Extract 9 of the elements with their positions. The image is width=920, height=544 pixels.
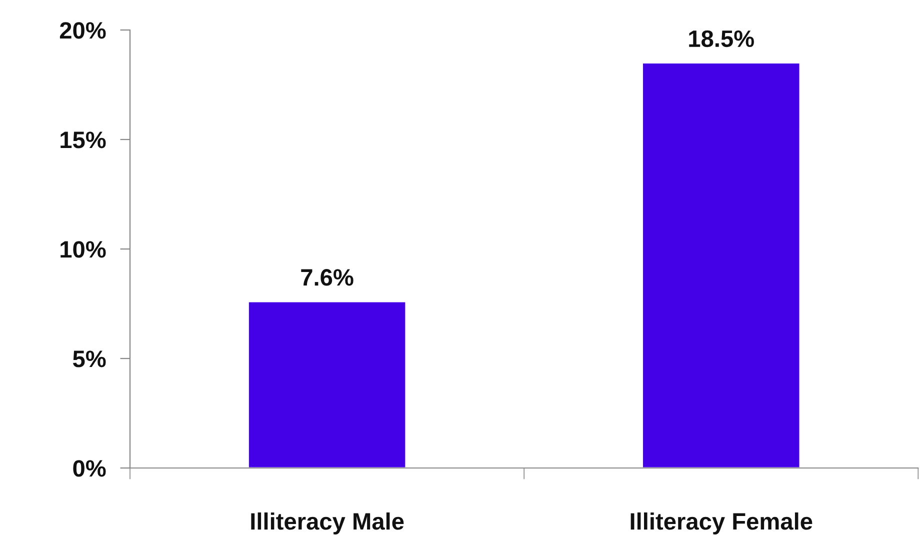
y-tick-label: 5% — [72, 350, 106, 368]
x-tick-label: Illiteracy Male — [251, 512, 404, 534]
data-label: 7.6% — [301, 269, 354, 286]
y-tick-label: 0% — [73, 460, 106, 477]
y-tick-label: 15% — [60, 132, 106, 148]
y-tick-label: 20% — [60, 22, 106, 39]
y-tick-label: 10% — [60, 241, 106, 258]
data-label: 18.5% — [689, 30, 754, 48]
x-tick-label: Illiteracy Female — [630, 512, 812, 534]
